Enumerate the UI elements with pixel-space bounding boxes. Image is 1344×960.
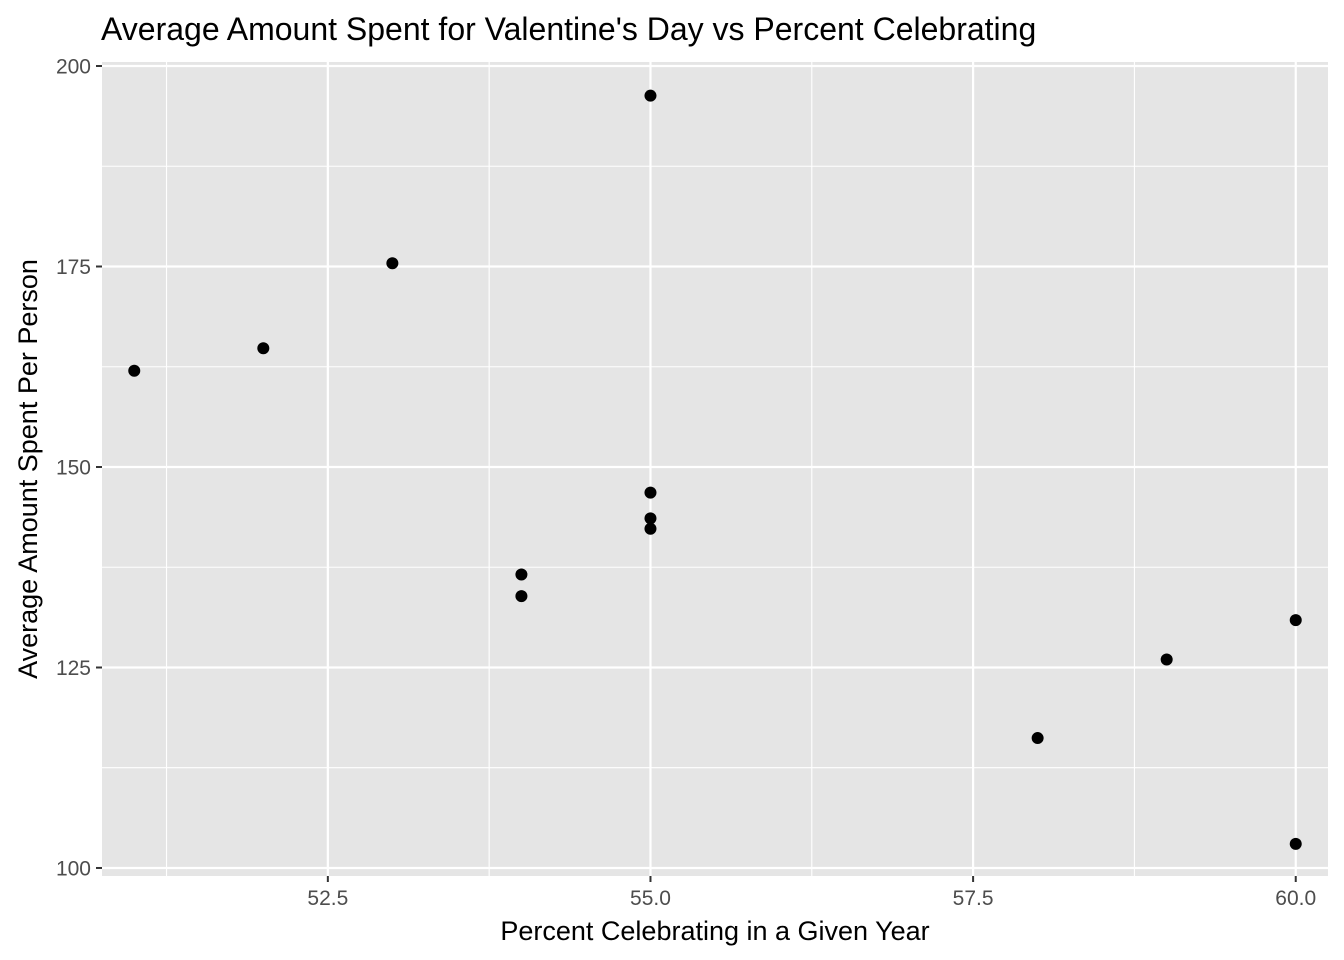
data-points <box>128 89 1302 850</box>
data-point <box>644 522 657 535</box>
y-tick-label: 125 <box>56 657 91 680</box>
minor-gridlines <box>102 62 1328 876</box>
data-point <box>128 364 141 377</box>
data-point <box>1289 614 1302 627</box>
x-tick-label: 57.5 <box>953 887 994 910</box>
y-axis-title: Average Amount Spent Per Person <box>13 259 43 679</box>
x-axis-title: Percent Celebrating in a Given Year <box>500 916 929 946</box>
y-tick-label: 175 <box>56 256 91 279</box>
data-point <box>644 89 657 102</box>
data-point <box>1031 732 1044 745</box>
data-point <box>644 486 657 499</box>
chart-title: Average Amount Spent for Valentine's Day… <box>101 11 1036 47</box>
data-point <box>515 568 528 581</box>
data-point <box>644 512 657 525</box>
data-point <box>515 590 528 603</box>
data-point <box>386 257 399 270</box>
major-gridlines <box>102 62 1328 876</box>
y-tick-label: 150 <box>56 456 91 479</box>
x-tick-label: 52.5 <box>307 887 348 910</box>
y-tick-label: 100 <box>56 857 91 880</box>
x-tick-label: 55.0 <box>630 887 671 910</box>
x-axis-ticks: 52.5 55.0 57.5 60.0 <box>307 876 1316 910</box>
data-point <box>257 342 270 355</box>
x-tick-label: 60.0 <box>1275 887 1316 910</box>
data-point <box>1160 653 1173 666</box>
y-axis-ticks: 100 125 150 175 200 <box>56 56 102 880</box>
y-tick-label: 200 <box>56 56 91 79</box>
data-point <box>1289 837 1302 850</box>
plot-panel <box>102 62 1328 876</box>
